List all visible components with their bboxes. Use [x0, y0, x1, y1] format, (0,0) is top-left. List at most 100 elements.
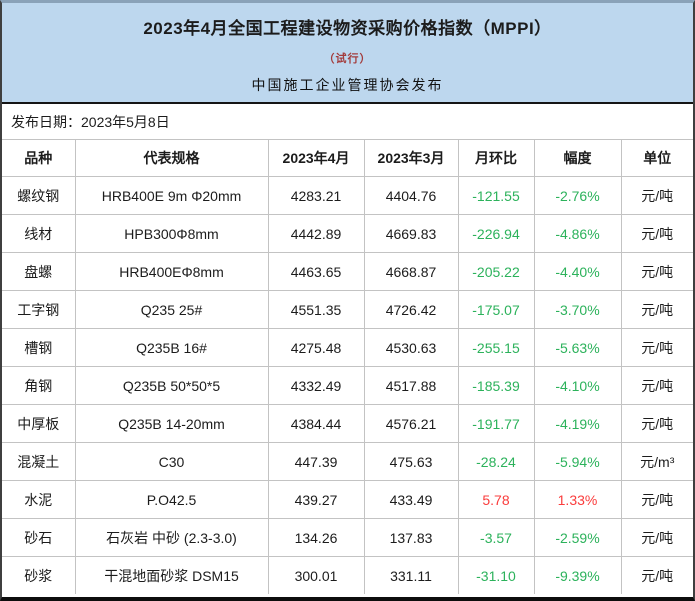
cell-mar-value: 4668.87 [363, 252, 459, 291]
table-row: 水泥 P.O42.5 439.27 433.49 5.78 1.33% 元/吨 [2, 480, 693, 519]
cell-mar-value: 4404.76 [363, 176, 459, 215]
column-header-apr-2023: 2023年4月 [267, 139, 365, 177]
cell-change-pct: -2.76% [533, 176, 622, 215]
price-index-table: 品种 代表规格 2023年4月 2023年3月 月环比 幅度 单位 螺纹钢 HRB400E 9… [2, 139, 693, 594]
cell-variety: 混凝土 [2, 442, 76, 481]
page-title: 2023年4月全国工程建设物资采购价格指数（MPPI） [143, 19, 552, 38]
cell-spec: Q235B 14-20mm [74, 404, 269, 443]
cell-mar-value: 331.11 [363, 556, 459, 594]
cell-variety: 水泥 [2, 480, 76, 519]
cell-apr-value: 300.01 [267, 556, 365, 594]
cell-unit: 元/吨 [620, 518, 693, 557]
table-row: 砂石 石灰岩 中砂 (2.3-3.0) 134.26 137.83 -3.57 -2.59… [2, 518, 693, 557]
bulletin-header: 2023年4月全国工程建设物资采购价格指数（MPPI） （试行） 中国施工企业管… [2, 3, 693, 104]
cell-apr-value: 4332.49 [267, 366, 365, 405]
cell-unit: 元/吨 [620, 328, 693, 367]
cell-unit: 元/吨 [620, 290, 693, 329]
cell-apr-value: 4275.48 [267, 328, 365, 367]
cell-change-pct: -2.59% [533, 518, 622, 557]
cell-mar-value: 4726.42 [363, 290, 459, 329]
cell-variety: 螺纹钢 [2, 176, 76, 215]
cell-mom-change: -255.15 [457, 328, 535, 367]
cell-spec: P.O42.5 [74, 480, 269, 519]
cell-mom-change: -226.94 [457, 214, 535, 253]
cell-spec: Q235B 50*50*5 [74, 366, 269, 405]
cell-mar-value: 4576.21 [363, 404, 459, 443]
cell-variety: 角钢 [2, 366, 76, 405]
column-header-mar-2023: 2023年3月 [363, 139, 459, 177]
cell-mom-change: 5.78 [457, 480, 535, 519]
cell-change-pct: -4.40% [533, 252, 622, 291]
column-header-variety: 品种 [2, 139, 76, 177]
table-row: 线材 HPB300Φ8mm 4442.89 4669.83 -226.94 -4.86% 元… [2, 214, 693, 253]
cell-mom-change: -28.24 [457, 442, 535, 481]
cell-apr-value: 134.26 [267, 518, 365, 557]
cell-mar-value: 4669.83 [363, 214, 459, 253]
cell-mar-value: 433.49 [363, 480, 459, 519]
cell-mar-value: 4517.88 [363, 366, 459, 405]
table-row: 工字钢 Q235 25# 4551.35 4726.42 -175.07 -3.70% 元/… [2, 290, 693, 329]
cell-apr-value: 4283.21 [267, 176, 365, 215]
cell-mom-change: -191.77 [457, 404, 535, 443]
cell-variety: 工字钢 [2, 290, 76, 329]
cell-unit: 元/吨 [620, 176, 693, 215]
cell-variety: 线材 [2, 214, 76, 253]
cell-spec: 干混地面砂浆 DSM15 [74, 556, 269, 594]
cell-unit: 元/吨 [620, 404, 693, 443]
cell-change-pct: -4.86% [533, 214, 622, 253]
cell-variety: 槽钢 [2, 328, 76, 367]
cell-change-pct: -4.10% [533, 366, 622, 405]
cell-variety: 砂浆 [2, 556, 76, 594]
cell-apr-value: 447.39 [267, 442, 365, 481]
cell-mom-change: -175.07 [457, 290, 535, 329]
table-body: 螺纹钢 HRB400E 9m Φ20mm 4283.21 4404.76 -121.55… [2, 176, 693, 594]
cell-change-pct: -3.70% [533, 290, 622, 329]
cell-spec: C30 [74, 442, 269, 481]
table-row: 角钢 Q235B 50*50*5 4332.49 4517.88 -185.39 -4.1… [2, 366, 693, 405]
cell-apr-value: 4442.89 [267, 214, 365, 253]
cell-spec: HRB400E 9m Φ20mm [74, 176, 269, 215]
trial-label: （试行） [323, 52, 372, 65]
cell-unit: 元/吨 [620, 252, 693, 291]
column-header-spec: 代表规格 [74, 139, 269, 177]
cell-change-pct: -5.94% [533, 442, 622, 481]
column-header-unit: 单位 [620, 139, 693, 177]
cell-unit: 元/吨 [620, 366, 693, 405]
table-row: 螺纹钢 HRB400E 9m Φ20mm 4283.21 4404.76 -121.55… [2, 176, 693, 215]
release-date-text: 发布日期：2023年5月8日 [11, 113, 170, 130]
cell-unit: 元/吨 [620, 480, 693, 519]
publisher-line: 中国施工企业管理协会发布 [251, 78, 444, 94]
cell-variety: 中厚板 [2, 404, 76, 443]
cell-mom-change: -185.39 [457, 366, 535, 405]
table-row: 混凝土 C30 447.39 475.63 -28.24 -5.94% 元/m³ [2, 442, 693, 481]
cell-mom-change: -3.57 [457, 518, 535, 557]
cell-unit: 元/吨 [620, 214, 693, 253]
cell-unit: 元/m³ [620, 442, 693, 481]
cell-change-pct: -4.19% [533, 404, 622, 443]
cell-spec: HPB300Φ8mm [74, 214, 269, 253]
table-header-row: 品种 代表规格 2023年4月 2023年3月 月环比 幅度 单位 [2, 139, 693, 177]
cell-spec: Q235B 16# [74, 328, 269, 367]
cell-spec: HRB400EΦ8mm [74, 252, 269, 291]
cell-apr-value: 4463.65 [267, 252, 365, 291]
cell-spec: 石灰岩 中砂 (2.3-3.0) [74, 518, 269, 557]
release-date-row: 发布日期：2023年5月8日 [2, 104, 693, 139]
cell-change-pct: -9.39% [533, 556, 622, 594]
cell-variety: 盘螺 [2, 252, 76, 291]
cell-mom-change: -31.10 [457, 556, 535, 594]
table-header: 品种 代表规格 2023年4月 2023年3月 月环比 幅度 单位 [2, 139, 693, 177]
cell-mom-change: -205.22 [457, 252, 535, 291]
table-row: 槽钢 Q235B 16# 4275.48 4530.63 -255.15 -5.63% 元/… [2, 328, 693, 367]
cell-mar-value: 475.63 [363, 442, 459, 481]
cell-apr-value: 4384.44 [267, 404, 365, 443]
cell-change-pct: 1.33% [533, 480, 622, 519]
cell-unit: 元/吨 [620, 556, 693, 594]
cell-mar-value: 137.83 [363, 518, 459, 557]
column-header-mom-change: 月环比 [457, 139, 535, 177]
table-row: 中厚板 Q235B 14-20mm 4384.44 4576.21 -191.77 -4.… [2, 404, 693, 443]
cell-variety: 砂石 [2, 518, 76, 557]
cell-mar-value: 4530.63 [363, 328, 459, 367]
cell-apr-value: 4551.35 [267, 290, 365, 329]
cell-change-pct: -5.63% [533, 328, 622, 367]
cell-mom-change: -121.55 [457, 176, 535, 215]
